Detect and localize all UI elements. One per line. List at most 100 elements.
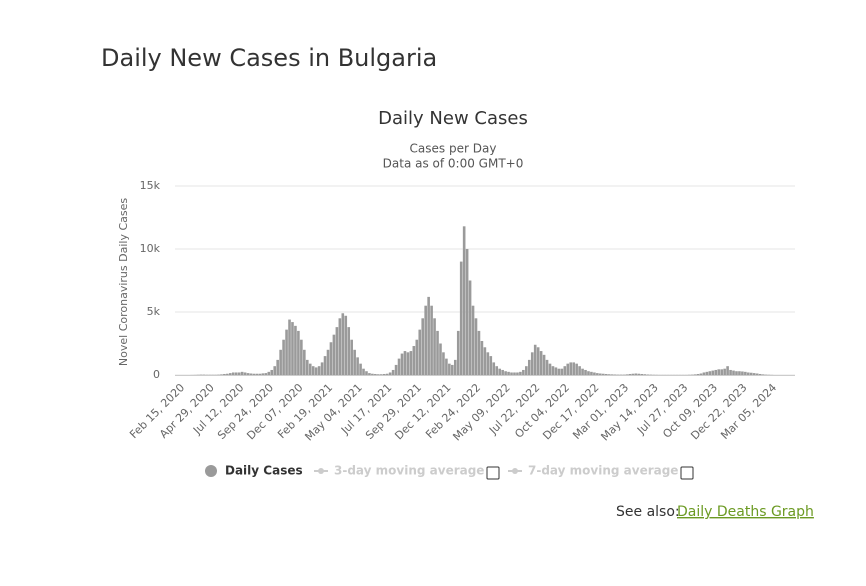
bar [513, 372, 516, 375]
bar [525, 366, 528, 375]
bar [409, 351, 413, 375]
bar [359, 363, 362, 375]
bar [530, 352, 534, 375]
bar [516, 372, 519, 375]
bar [320, 362, 324, 375]
see-also-link[interactable]: Daily Deaths Graph [677, 504, 814, 520]
bar [738, 371, 741, 375]
y-tick-label: 5k [147, 305, 161, 318]
bar [453, 359, 457, 375]
bar [699, 373, 703, 375]
bar [480, 340, 484, 375]
bar [341, 313, 345, 375]
bar [456, 330, 460, 375]
legend-marker [318, 468, 324, 474]
bar [323, 356, 327, 375]
bar [519, 371, 522, 375]
bar [572, 362, 575, 375]
bar [566, 363, 570, 375]
bar [403, 351, 407, 375]
bar [344, 315, 348, 375]
bar [415, 339, 419, 375]
bar [495, 366, 499, 375]
bar [631, 373, 635, 375]
bar [628, 373, 632, 375]
bar [696, 373, 700, 375]
bar [471, 305, 475, 375]
bar [596, 373, 599, 375]
bar [501, 369, 504, 375]
bar [581, 368, 584, 375]
bar [246, 373, 250, 375]
y-tick-label: 0 [153, 368, 160, 381]
chart-note: Data as of 0:00 GMT+0 [383, 157, 524, 171]
bar [303, 349, 306, 375]
bar [732, 370, 735, 375]
bar [400, 353, 404, 375]
bar [276, 359, 279, 375]
bar [288, 319, 291, 375]
bar [462, 226, 466, 375]
bar [231, 372, 235, 375]
bar [294, 325, 297, 375]
bar [237, 372, 241, 375]
bar [569, 362, 573, 375]
page-title: Daily New Cases in Bulgaria [101, 44, 437, 72]
bar [729, 369, 732, 375]
bar [468, 280, 472, 375]
bar [362, 368, 365, 375]
bar [486, 352, 490, 375]
bar [326, 349, 330, 375]
legend-label[interactable]: Daily Cases [225, 464, 303, 478]
bar [356, 357, 359, 375]
bar [397, 358, 401, 375]
bar [234, 372, 238, 375]
bar [717, 369, 721, 375]
bar [332, 334, 336, 375]
bar [297, 330, 300, 375]
bar [527, 359, 531, 375]
bar [249, 373, 253, 375]
bar [385, 373, 389, 375]
bar [607, 374, 611, 375]
legend-label[interactable]: 7-day moving average [528, 464, 678, 478]
bar [421, 318, 425, 375]
bar [382, 373, 386, 375]
bar [504, 371, 507, 375]
bar [436, 330, 439, 375]
legend-label[interactable]: 3-day moving average [334, 464, 484, 478]
bar [365, 371, 368, 375]
bar [240, 371, 244, 375]
bar [741, 371, 744, 375]
bar [545, 359, 549, 375]
bar [749, 372, 753, 375]
bar [305, 359, 309, 375]
bar [311, 366, 315, 375]
bar [560, 368, 564, 375]
chart-subtitle: Cases per Day [410, 142, 497, 156]
bar [433, 318, 436, 375]
bar [338, 318, 342, 375]
bar [711, 370, 715, 375]
bar [610, 374, 614, 375]
bar [693, 374, 697, 375]
bar [539, 351, 543, 375]
bar [705, 371, 709, 375]
bar [498, 368, 501, 375]
bar [223, 373, 226, 375]
bar [329, 342, 333, 375]
bar [510, 372, 513, 375]
bar [474, 318, 478, 375]
bar [300, 339, 303, 375]
y-axis-label: Novel Coronavirus Daily Cases [117, 198, 130, 366]
checkbox[interactable] [486, 466, 500, 480]
bar [291, 322, 294, 375]
chart-title: Daily New Cases [378, 108, 528, 129]
bar [412, 346, 416, 375]
bar [542, 354, 546, 375]
checkbox[interactable] [680, 466, 694, 480]
bar [522, 369, 525, 375]
bar [374, 373, 377, 375]
bar [587, 371, 590, 375]
